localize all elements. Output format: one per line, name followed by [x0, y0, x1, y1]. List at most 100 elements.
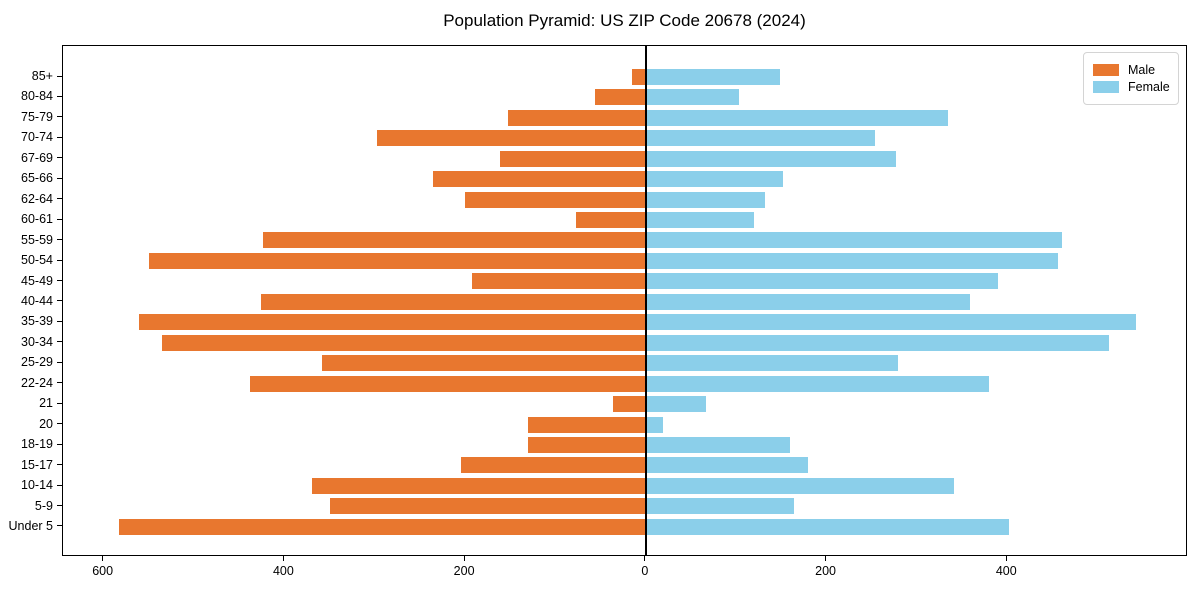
x-tick-label-400: 400	[272, 564, 294, 578]
female-bar-10-14	[645, 477, 954, 494]
female-bar-60-61	[645, 211, 755, 228]
male-bar-50-54	[148, 252, 646, 269]
female-bar-21	[645, 396, 707, 413]
chart-title: Population Pyramid: US ZIP Code 20678 (2…	[443, 11, 806, 30]
y-tick-label-65-66: 65-66	[21, 171, 53, 186]
female-bar-25-29	[645, 355, 898, 372]
female-bar-62-64	[645, 191, 766, 208]
y-tick	[57, 177, 62, 179]
y-tick	[57, 443, 62, 445]
y-tick	[57, 525, 62, 527]
male-bar-55-59	[262, 232, 646, 249]
y-tick-label-Under 5: Under 5	[8, 518, 53, 533]
y-tick-label-75-79: 75-79	[21, 109, 53, 124]
female-bar-67-69	[645, 150, 897, 167]
x-tick-label-600: 600	[92, 564, 114, 578]
female-bar-35-39	[645, 314, 1136, 331]
y-tick-label-35-39: 35-39	[21, 314, 53, 329]
male-bar-21	[613, 396, 646, 413]
male-bar-40-44	[260, 293, 646, 310]
male-bar-75-79	[507, 109, 646, 126]
male-bar-18-19	[528, 436, 646, 453]
y-tick	[57, 95, 62, 97]
y-tick-label-80-84: 80-84	[21, 89, 53, 104]
y-tick	[57, 218, 62, 220]
y-tick	[57, 300, 62, 302]
female-bar-45-49	[645, 273, 999, 290]
male-bar-60-61	[576, 211, 646, 228]
male-bar-30-34	[162, 334, 646, 351]
zero-axis-line	[645, 46, 647, 555]
y-tick	[57, 198, 62, 200]
male-bar-Under 5	[119, 518, 646, 535]
y-tick	[57, 116, 62, 118]
legend: Male Female	[1083, 52, 1179, 105]
male-bar-15-17	[461, 457, 646, 474]
x-axis: 600 400 200 0 200 400	[0, 556, 1200, 586]
x-tick-label-200: 200	[453, 564, 475, 578]
y-tick-label-20: 20	[39, 416, 53, 431]
y-tick	[57, 136, 62, 138]
female-bar-20	[645, 416, 663, 433]
female-bar-50-54	[645, 252, 1058, 269]
male-bar-22-24	[250, 375, 646, 392]
female-bar-65-66	[645, 171, 784, 188]
female-bar-40-44	[645, 293, 971, 310]
female-bar-70-74	[645, 130, 876, 147]
x-tick	[282, 556, 284, 561]
male-color-swatch	[1093, 64, 1119, 76]
legend-label-female: Female	[1128, 80, 1170, 94]
female-bar-80-84	[645, 89, 739, 106]
plot-area: Male Female	[62, 45, 1187, 556]
y-tick	[57, 280, 62, 282]
y-tick-label-67-69: 67-69	[21, 150, 53, 165]
male-bar-20	[528, 416, 646, 433]
legend-label-male: Male	[1128, 63, 1156, 77]
male-bar-80-84	[595, 89, 646, 106]
x-tick-label-400: 400	[995, 564, 1017, 578]
y-tick-label-50-54: 50-54	[21, 253, 53, 268]
y-tick-label-21: 21	[39, 396, 53, 411]
y-tick-label-25-29: 25-29	[21, 355, 53, 370]
female-bar-75-79	[645, 109, 948, 126]
legend-item-female: Female	[1093, 80, 1170, 94]
female-color-swatch	[1093, 81, 1119, 93]
y-tick-label-5-9: 5-9	[34, 498, 53, 513]
male-bar-45-49	[472, 273, 646, 290]
y-tick	[57, 423, 62, 425]
male-bar-10-14	[312, 477, 646, 494]
male-bar-85+	[632, 68, 646, 85]
female-bar-30-34	[645, 334, 1110, 351]
x-tick-label-0: 0	[641, 564, 649, 578]
y-tick	[57, 402, 62, 404]
y-tick	[57, 361, 62, 363]
y-tick-label-18-19: 18-19	[21, 437, 53, 452]
y-tick	[57, 320, 62, 322]
female-bar-Under 5	[645, 518, 1010, 535]
y-tick	[57, 505, 62, 507]
female-bar-55-59	[645, 232, 1063, 249]
male-bar-67-69	[500, 150, 646, 167]
y-tick-label-15-17: 15-17	[21, 457, 53, 472]
y-tick	[57, 484, 62, 486]
female-bar-5-9	[645, 498, 795, 515]
y-axis: 85+ 80-84 75-79 70-74 67-69 65-66 62-64 60-61 55…	[0, 45, 62, 556]
legend-item-male: Male	[1093, 63, 1168, 77]
y-tick-label-70-74: 70-74	[21, 130, 53, 145]
female-bar-22-24	[645, 375, 990, 392]
female-bar-15-17	[645, 457, 809, 474]
y-tick-label-55-59: 55-59	[21, 232, 53, 247]
y-tick-label-85+: 85+	[31, 69, 53, 83]
x-tick	[102, 556, 104, 561]
y-tick	[57, 464, 62, 466]
male-bar-35-39	[138, 314, 646, 331]
male-bar-70-74	[377, 130, 646, 147]
y-tick-label-62-64: 62-64	[21, 191, 53, 206]
y-tick-label-30-34: 30-34	[21, 334, 53, 349]
female-bar-18-19	[645, 436, 791, 453]
y-tick	[57, 259, 62, 261]
y-tick	[57, 157, 62, 159]
male-bar-62-64	[465, 191, 646, 208]
x-tick	[463, 556, 465, 561]
